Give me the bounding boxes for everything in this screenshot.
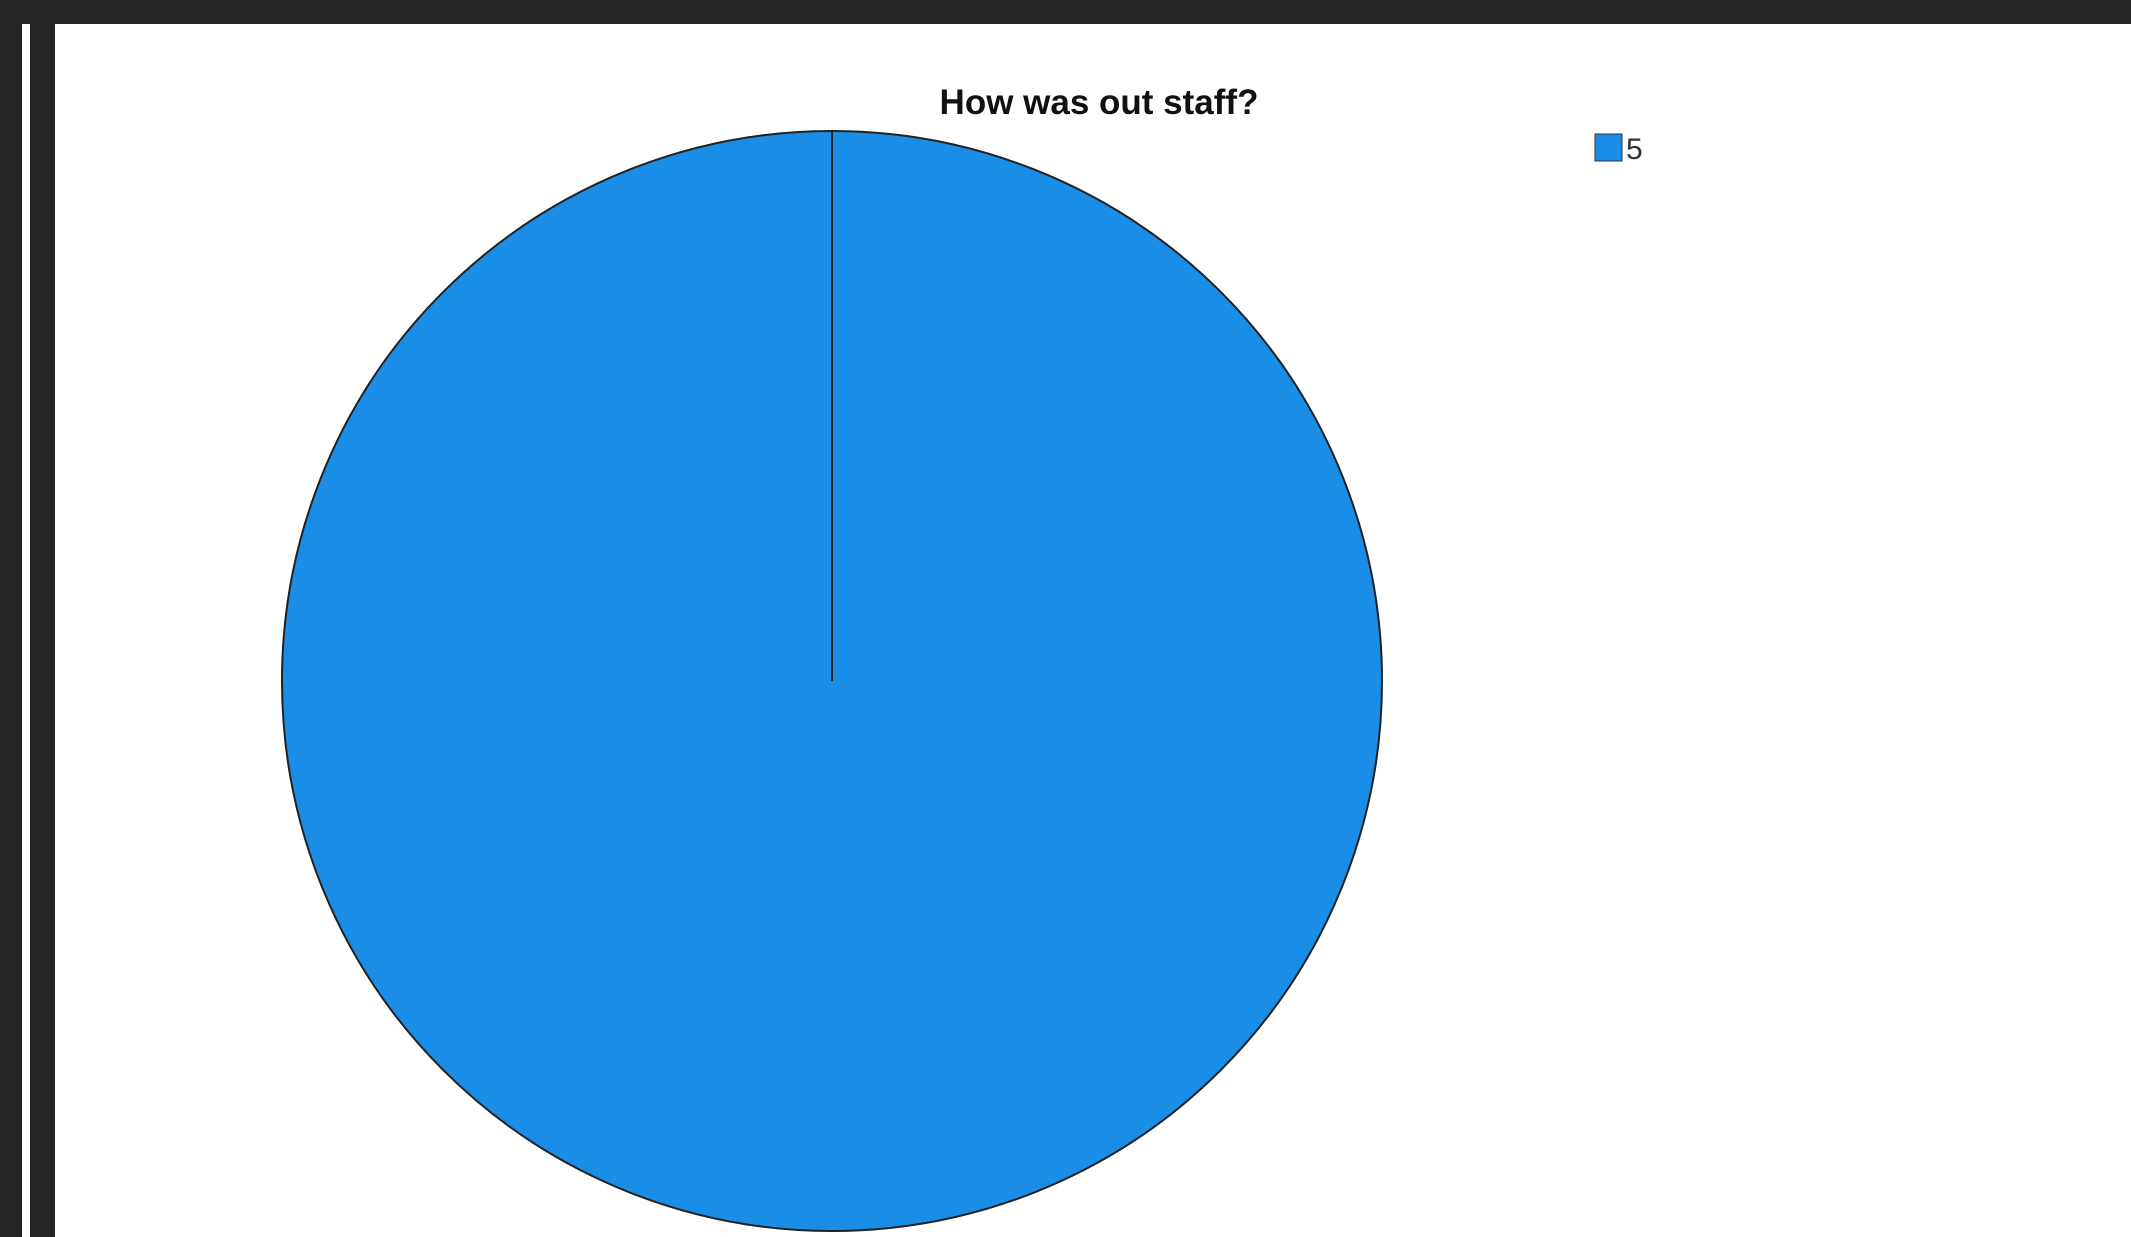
pie-chart: How was out staff? 5 [281,83,1643,1232]
pie-slices [281,130,1383,1232]
chart-legend: 5 [1594,133,1643,166]
window-top-bar [0,0,2131,24]
chart-canvas: How was out staff? 5 [55,24,2131,1237]
window-left-border [0,24,22,1237]
legend-label: 5 [1626,133,1643,166]
window-left-bar [30,24,55,1237]
legend-swatch [1594,133,1623,162]
chart-title: How was out staff? [940,83,1259,122]
